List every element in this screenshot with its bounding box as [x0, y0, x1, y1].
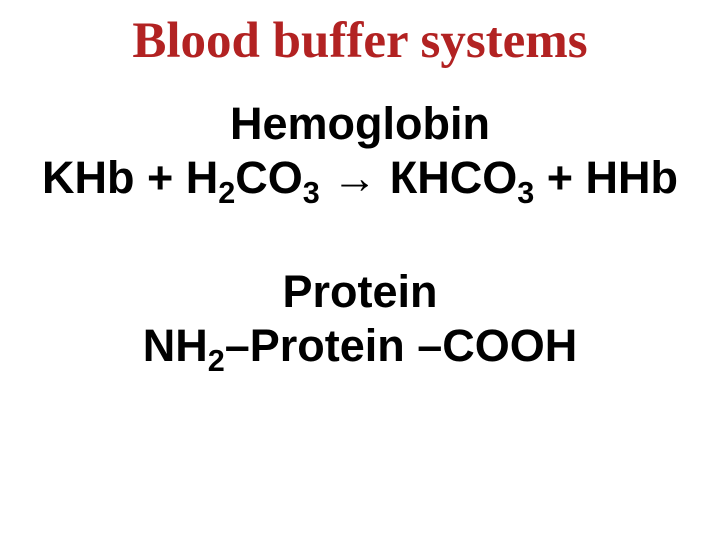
slide-container: Blood buffer systems Hemoglobin KHb + H2… — [0, 0, 720, 540]
eq1-sub2: 3 — [303, 176, 320, 210]
protein-heading: Protein — [30, 266, 690, 318]
protein-equation: NH2–Protein –COOH — [30, 318, 690, 374]
eq2-sub1: 2 — [208, 344, 225, 378]
eq2-part1: NH — [143, 320, 208, 371]
eq1-part3: КHCO — [377, 152, 517, 203]
title-text: Blood buffer systems — [132, 13, 587, 69]
hemoglobin-heading: Hemoglobin — [30, 98, 690, 150]
eq1-spacer — [320, 152, 333, 203]
eq1-sub3: 3 — [517, 176, 534, 210]
section1-heading-text: Hemoglobin — [230, 98, 490, 149]
eq1-part2: CO — [235, 152, 303, 203]
eq1-part1: KHb + H — [42, 152, 218, 203]
hemoglobin-equation: KHb + H2CO3 → КHCO3 + HHb — [30, 150, 690, 206]
eq2-part2: –Protein –COOH — [225, 320, 578, 371]
spacer — [30, 206, 690, 266]
section2-heading-text: Protein — [282, 266, 437, 317]
slide-title: Blood buffer systems — [30, 12, 690, 70]
arrow-icon: → — [332, 152, 377, 203]
eq1-part4: + HHb — [534, 152, 678, 203]
eq1-sub1: 2 — [218, 176, 235, 210]
